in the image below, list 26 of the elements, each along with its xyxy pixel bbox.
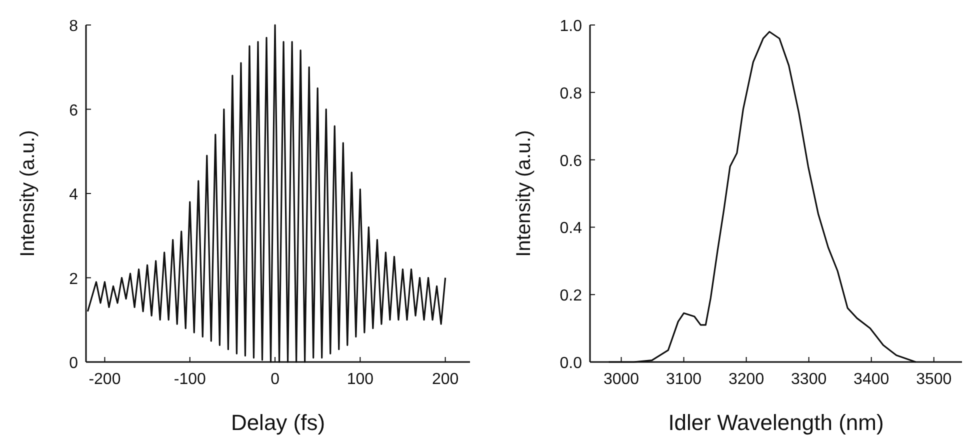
- x-tick-label: 0: [270, 371, 280, 388]
- x-tick-label: 200: [432, 371, 459, 388]
- y-axis-title: Intensity (a.u.): [513, 130, 535, 257]
- x-tick-label: 3000: [603, 371, 640, 388]
- y-tick-label: 6: [69, 102, 78, 120]
- x-axis-title: Idler Wavelength (nm): [668, 410, 884, 435]
- x-tick-label: 3500: [916, 371, 952, 388]
- y-tick-label: 0.6: [560, 152, 582, 170]
- x-axis-title: Delay (fs): [230, 410, 326, 435]
- y-tick-label: 1.0: [560, 18, 582, 35]
- x-tick-label: -100: [174, 371, 206, 388]
- x-tick-label: 3400: [854, 371, 890, 388]
- y-tick-label: 2: [69, 270, 78, 288]
- y-tick-label: 0.0: [560, 355, 582, 372]
- x-tick-label: -200: [88, 371, 121, 388]
- x-tick-label: 3200: [728, 371, 764, 388]
- y-tick-label: 4: [69, 186, 78, 204]
- x-tick-label: 3300: [791, 371, 827, 388]
- y-axis-title: Intensity (a.u.): [17, 130, 39, 257]
- x-tick-label: 3100: [666, 371, 702, 388]
- y-tick-label: 0.4: [560, 220, 582, 238]
- y-tick-label: 0.8: [560, 85, 582, 102]
- x-tick-label: 100: [346, 371, 374, 388]
- y-tick-label: 0.2: [560, 288, 582, 305]
- y-tick-label: 8: [69, 18, 78, 35]
- y-tick-label: 0: [69, 355, 78, 372]
